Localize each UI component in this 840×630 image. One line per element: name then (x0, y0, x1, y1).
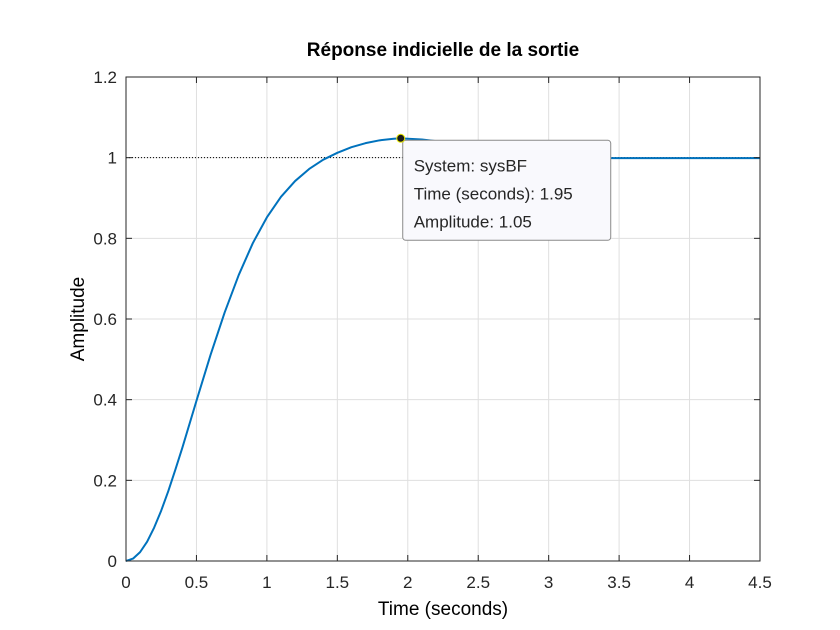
x-ticks: 0 0.5 1 1.5 2 2.5 3 3.5 4 4.5 (121, 77, 772, 592)
x-tick-label: 0 (121, 573, 130, 592)
x-tick-label: 3.5 (607, 573, 631, 592)
y-tick-label: 0.2 (93, 471, 117, 490)
x-tick-label: 2.5 (466, 573, 490, 592)
x-tick-label: 4.5 (748, 573, 772, 592)
x-tick-label: 3 (544, 573, 553, 592)
datatip-line: Time (seconds): 1.95 (414, 184, 573, 203)
x-tick-label: 2 (403, 573, 412, 592)
y-tick-label: 0.8 (93, 229, 117, 248)
x-tick-label: 1.5 (326, 573, 350, 592)
y-ticks: 0 0.2 0.4 0.6 0.8 1 1.2 (93, 68, 760, 571)
datatip[interactable]: System: sysBF Time (seconds): 1.95 Amplitu… (396, 133, 612, 241)
y-axis-label: Amplitude (68, 277, 89, 362)
x-tick-label: 1 (262, 573, 271, 592)
step-response-line (125, 137, 760, 562)
y-tick-label: 1.2 (93, 68, 117, 87)
datatip-line: System: sysBF (414, 156, 527, 175)
x-tick-label: 4 (685, 573, 694, 592)
series-group (125, 137, 760, 562)
y-tick-label: 0.6 (93, 310, 117, 329)
datatip-box (402, 139, 612, 241)
x-axis-label: Time (seconds) (378, 599, 508, 620)
y-tick-label: 0 (108, 552, 117, 571)
chart-title: Réponse indicielle de la sortie (307, 40, 579, 61)
y-tick-label: 0.4 (93, 391, 117, 410)
datatip-line: Amplitude: 1.05 (414, 212, 532, 231)
y-tick-label: 1 (108, 149, 117, 168)
x-tick-label: 0.5 (185, 573, 209, 592)
datatip-marker[interactable] (396, 133, 406, 143)
